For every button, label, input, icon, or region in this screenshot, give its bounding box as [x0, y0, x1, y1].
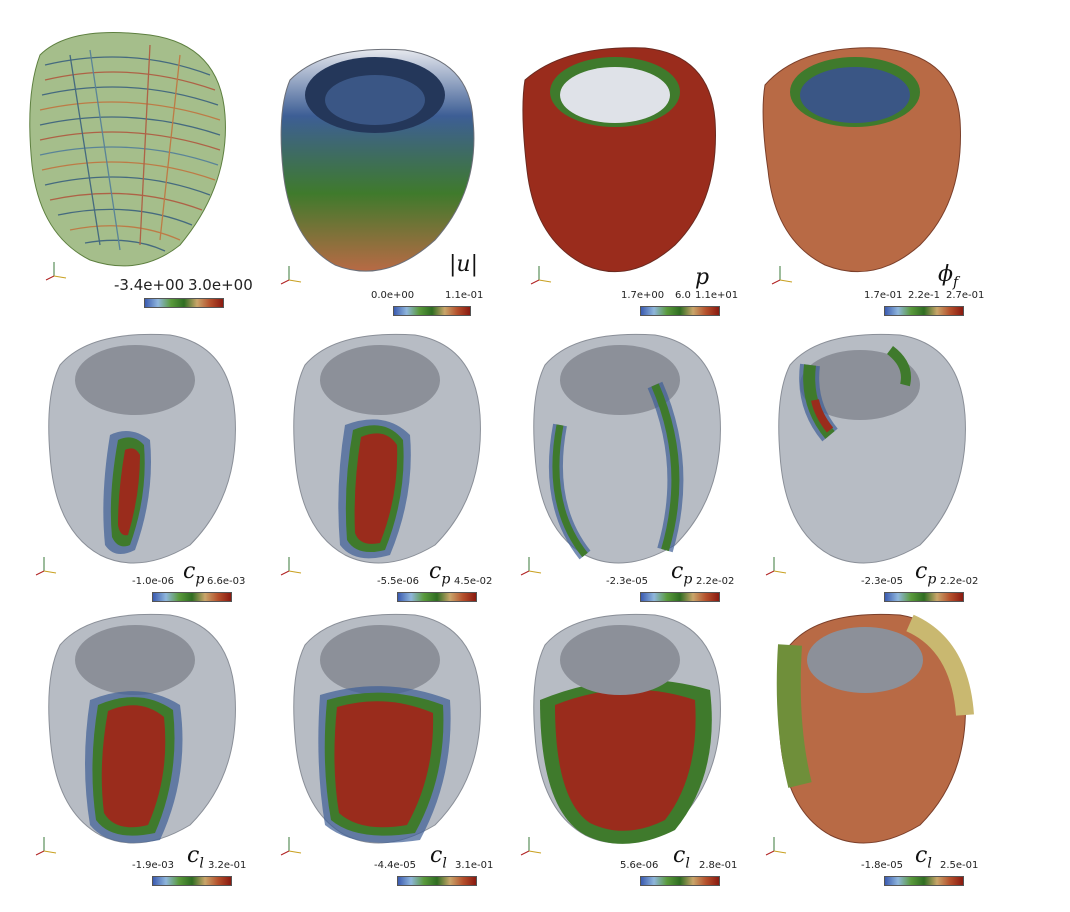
- panel-cp-3: -2.3e-05 cp 2.2e-02: [515, 325, 775, 625]
- panel-cl-1: -1.9e-03 cl 3.2e-01: [30, 605, 290, 905]
- field-symbol: |u|: [449, 252, 478, 277]
- cbar-max-label: 2.8e-01: [699, 860, 738, 871]
- cbar-min-label: 1.7e+00: [621, 290, 665, 301]
- cbar-min-label: -1.0e-06: [132, 576, 174, 587]
- axes-triad-icon: [520, 837, 542, 856]
- heart-cp-render: [778, 333, 966, 564]
- heart-cp-render: [293, 333, 481, 564]
- axes-triad-icon: [520, 557, 542, 576]
- cbar-max-label: 3.0e+00: [188, 276, 253, 294]
- field-symbol: cl: [915, 843, 932, 872]
- axes-triad-icon: [280, 557, 302, 576]
- panel-fibers: -3.4e+00 3.0e+00: [10, 15, 270, 315]
- heart-velocity-render: [280, 48, 475, 272]
- panel-cl-3: 5.6e-06 cl 2.8e-01: [515, 605, 775, 905]
- axes-triad-icon: [771, 266, 793, 285]
- axes-triad-icon: [765, 557, 787, 576]
- cbar-max-label: 2.5e-01: [940, 860, 979, 871]
- heart-cl-render: [533, 613, 721, 844]
- field-symbol: cl: [187, 843, 204, 872]
- cbar-mid-label: 2.2e-1: [908, 290, 941, 301]
- cbar-max-label: 3.1e-01: [455, 860, 494, 871]
- heart-cl-render: [293, 613, 481, 844]
- cbar-min-label: -1.9e-03: [132, 860, 174, 871]
- colorbar: [884, 592, 964, 602]
- panel-cp-4: -2.3e-05 cp 2.2e-02: [760, 325, 1020, 625]
- heart-cl-render: [48, 613, 236, 844]
- field-symbol: cp: [183, 559, 205, 588]
- field-symbol: cp: [429, 559, 451, 588]
- cbar-min-label: 5.6e-06: [620, 860, 659, 871]
- panel-cp-2: -5.5e-06 cp 4.5e-02: [275, 325, 535, 625]
- panel-pressure: p 1.7e+00 6.0 1.1e+01: [515, 40, 775, 340]
- heart-cl-render: [776, 613, 974, 844]
- heart-cp-render: [48, 333, 236, 564]
- axes-triad-icon: [45, 262, 67, 281]
- panel-cl-4: -1.8e-05 cl 2.5e-01: [760, 605, 1020, 905]
- field-symbol: cp: [671, 559, 693, 588]
- panel-velocity: |u| 0.0e+00 1.1e-01: [265, 40, 525, 340]
- field-symbol: cp: [915, 559, 937, 588]
- field-symbol: cl: [430, 843, 447, 872]
- axes-triad-icon: [35, 557, 57, 576]
- field-symbol: cl: [673, 843, 690, 872]
- cbar-min-label: 0.0e+00: [371, 290, 415, 301]
- colorbar: [144, 298, 224, 308]
- panel-porosity: ϕf 1.7e-01 2.2e-1 2.7e-01: [760, 40, 1020, 340]
- colorbar: [152, 876, 232, 886]
- colorbar: [393, 306, 471, 316]
- axes-triad-icon: [530, 266, 552, 285]
- heart-porosity-render: [762, 47, 961, 273]
- cbar-max-label: 2.2e-02: [696, 576, 735, 587]
- cbar-max-label: 4.5e-02: [454, 576, 493, 587]
- cbar-max-label: 1.1e+01: [695, 290, 739, 301]
- colorbar: [640, 876, 720, 886]
- cbar-max-label: 2.7e-01: [946, 290, 985, 301]
- heart-pressure-render: [522, 47, 716, 273]
- cbar-min-label: -1.8e-05: [861, 860, 903, 871]
- field-symbol: p: [695, 265, 710, 290]
- panel-cp-1: -1.0e-06 cp 6.6e-03: [30, 325, 290, 625]
- axes-triad-icon: [280, 266, 302, 285]
- colorbar: [152, 592, 232, 602]
- cbar-min-label: -3.4e+00: [114, 276, 185, 294]
- field-symbol: ϕf: [938, 262, 959, 291]
- colorbar: [640, 306, 720, 316]
- cbar-min-label: 1.7e-01: [864, 290, 903, 301]
- colorbar: [397, 876, 477, 886]
- axes-triad-icon: [765, 837, 787, 856]
- panel-cl-2: -4.4e-05 cl 3.1e-01: [275, 605, 535, 905]
- cbar-min-label: -2.3e-05: [861, 576, 903, 587]
- cbar-max-label: 1.1e-01: [445, 290, 484, 301]
- cbar-max-label: 6.6e-03: [207, 576, 246, 587]
- cbar-min-label: -2.3e-05: [606, 576, 648, 587]
- colorbar: [397, 592, 477, 602]
- cbar-min-label: -4.4e-05: [374, 860, 416, 871]
- cbar-mid-label: 6.0: [675, 290, 691, 301]
- colorbar: [884, 876, 964, 886]
- heart-cp-render: [533, 333, 721, 564]
- cbar-max-label: 2.2e-02: [940, 576, 979, 587]
- cbar-max-label: 3.2e-01: [208, 860, 247, 871]
- colorbar: [884, 306, 964, 316]
- cbar-min-label: -5.5e-06: [377, 576, 419, 587]
- heart-fiber-render: [29, 32, 226, 267]
- axes-triad-icon: [35, 837, 57, 856]
- axes-triad-icon: [280, 837, 302, 856]
- colorbar: [640, 592, 720, 602]
